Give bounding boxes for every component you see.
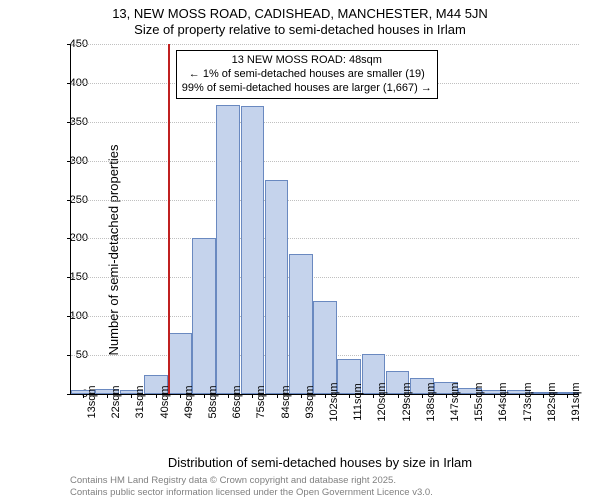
x-tick-label: 120sqm [376,382,388,421]
y-tick-mark [67,355,71,356]
y-tick-mark [67,238,71,239]
x-tick-label: 75sqm [255,385,267,418]
histogram-bar [289,254,313,394]
annotation-box: 13 NEW MOSS ROAD: 48sqm← 1% of semi-deta… [176,50,438,99]
reference-line [168,44,170,394]
x-tick-label: 164sqm [497,382,509,421]
y-tick-mark [67,316,71,317]
y-tick-mark [67,122,71,123]
x-tick-mark [277,394,278,398]
histogram-bar [216,105,240,394]
x-tick-mark [494,394,495,398]
y-tick-mark [67,161,71,162]
x-tick-label: 49sqm [183,385,195,418]
x-tick-mark [131,394,132,398]
y-tick-mark [67,277,71,278]
x-tick-label: 173sqm [522,382,534,421]
gridline [71,277,579,278]
chart-title-line1: 13, NEW MOSS ROAD, CADISHEAD, MANCHESTER… [0,6,600,21]
x-tick-mark [228,394,229,398]
x-tick-mark [83,394,84,398]
x-tick-label: 102sqm [328,382,340,421]
annotation-line3: 99% of semi-detached houses are larger (… [182,82,432,96]
attribution-line1: Contains HM Land Registry data © Crown c… [70,475,433,486]
x-tick-mark [519,394,520,398]
gridline [71,238,579,239]
x-tick-mark [349,394,350,398]
x-tick-label: 40sqm [159,385,171,418]
y-tick-mark [67,44,71,45]
histogram-bar [265,180,289,394]
x-tick-mark [325,394,326,398]
x-tick-label: 84sqm [280,385,292,418]
histogram-bar [241,106,265,394]
x-tick-label: 13sqm [86,385,98,418]
x-tick-label: 22sqm [110,385,122,418]
x-tick-mark [373,394,374,398]
x-tick-mark [446,394,447,398]
x-tick-mark [567,394,568,398]
x-tick-label: 58sqm [207,385,219,418]
x-tick-mark [107,394,108,398]
attribution-text: Contains HM Land Registry data © Crown c… [70,475,433,498]
x-tick-mark [301,394,302,398]
attribution-line2: Contains public sector information licen… [70,487,433,498]
x-tick-label: 182sqm [546,382,558,421]
gridline [71,200,579,201]
gridline [71,122,579,123]
annotation-line1: 13 NEW MOSS ROAD: 48sqm [182,54,432,68]
x-tick-mark [204,394,205,398]
histogram-bar [313,301,337,394]
chart-container: 13, NEW MOSS ROAD, CADISHEAD, MANCHESTER… [0,0,600,500]
x-tick-label: 147sqm [449,382,461,421]
x-tick-label: 138sqm [425,382,437,421]
x-tick-mark [252,394,253,398]
annotation-line2: ← 1% of semi-detached houses are smaller… [182,68,432,82]
x-tick-label: 66sqm [231,385,243,418]
histogram-bar [192,238,216,394]
y-tick-mark [67,200,71,201]
x-tick-mark [470,394,471,398]
plot-area: 13 NEW MOSS ROAD: 48sqm← 1% of semi-deta… [70,44,579,395]
x-tick-mark [543,394,544,398]
x-tick-label: 111sqm [352,383,364,421]
y-tick-mark [67,394,71,395]
x-tick-label: 93sqm [304,385,316,418]
x-tick-label: 191sqm [570,382,582,421]
y-tick-mark [67,83,71,84]
x-tick-mark [180,394,181,398]
x-tick-label: 129sqm [401,382,413,421]
gridline [71,161,579,162]
chart-title-line2: Size of property relative to semi-detach… [0,22,600,37]
x-tick-label: 155sqm [473,382,485,421]
x-tick-mark [422,394,423,398]
x-tick-label: 31sqm [134,385,146,418]
x-axis-label: Distribution of semi-detached houses by … [60,455,580,470]
x-tick-mark [398,394,399,398]
x-tick-mark [156,394,157,398]
gridline [71,44,579,45]
